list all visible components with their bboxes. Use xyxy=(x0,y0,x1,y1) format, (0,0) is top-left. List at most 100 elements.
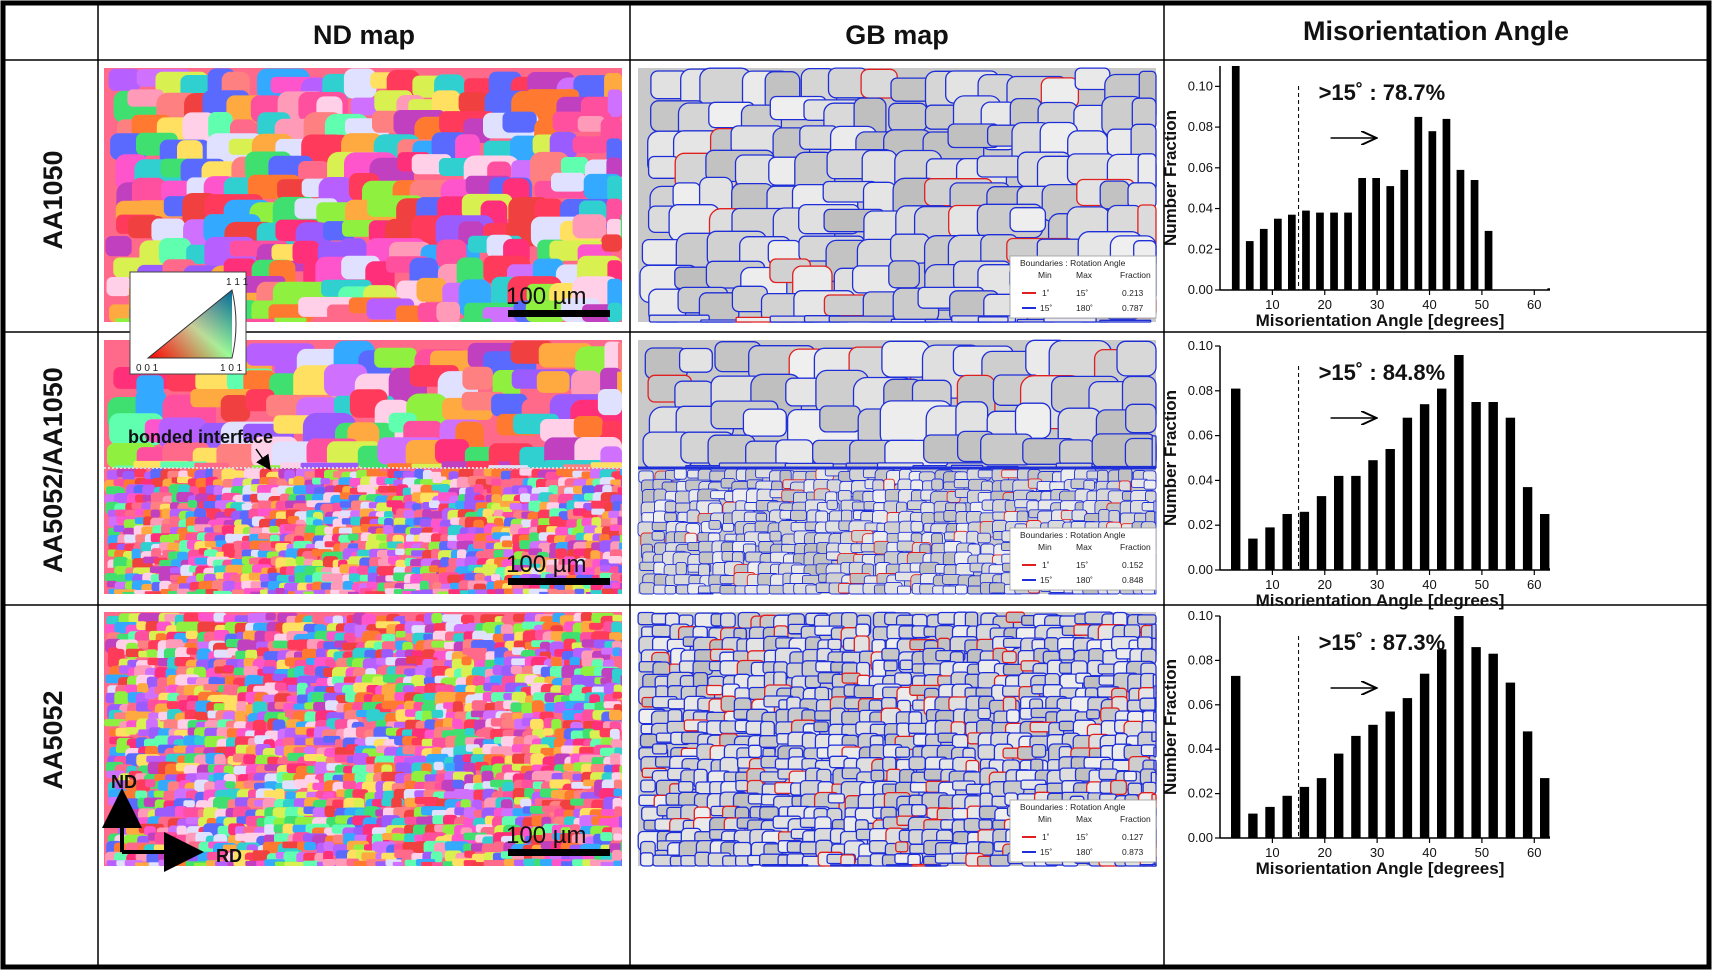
bar xyxy=(1488,402,1498,570)
row-label-aa5052-aa1050: AA5052/AA1050 xyxy=(38,367,68,573)
svg-text:Min: Min xyxy=(1038,270,1052,280)
svg-text:180˚: 180˚ xyxy=(1076,303,1093,313)
x-tick-label: 60 xyxy=(1527,577,1541,592)
y-tick-label: 0.06 xyxy=(1188,428,1213,443)
bar xyxy=(1454,355,1464,570)
scale-bar-row2: 100 µm xyxy=(506,551,610,585)
bar xyxy=(1454,616,1464,838)
x-tick-label: 30 xyxy=(1370,297,1384,312)
bar xyxy=(1316,212,1324,290)
bar xyxy=(1471,647,1481,838)
svg-text:0.873: 0.873 xyxy=(1122,847,1144,857)
gb-legend-row2: Boundaries : Rotation Angle Min Max Frac… xyxy=(1009,527,1157,591)
nd-map-aa5052 xyxy=(104,612,622,866)
x-tick-label: 30 xyxy=(1370,845,1384,860)
bar xyxy=(1470,180,1479,290)
bar xyxy=(1522,731,1533,838)
svg-text:0.152: 0.152 xyxy=(1122,560,1144,570)
svg-text:Boundaries : Rotation Angle: Boundaries : Rotation Angle xyxy=(1020,258,1126,268)
svg-text:Max: Max xyxy=(1076,270,1093,280)
svg-text:15˚: 15˚ xyxy=(1040,847,1052,857)
bar xyxy=(1505,417,1516,570)
bar xyxy=(1302,210,1310,290)
y-tick-label: 0.10 xyxy=(1188,78,1213,93)
y-tick-label: 0.10 xyxy=(1188,338,1213,353)
y-tick-label: 0.02 xyxy=(1188,786,1213,801)
bar xyxy=(1231,66,1240,290)
svg-text:0.127: 0.127 xyxy=(1122,832,1144,842)
bar xyxy=(1456,169,1465,290)
svg-text:Boundaries : Rotation Angle: Boundaries : Rotation Angle xyxy=(1020,530,1126,540)
svg-text:bonded interface: bonded interface xyxy=(128,427,273,447)
x-tick-label: 20 xyxy=(1318,577,1332,592)
bar xyxy=(1351,735,1361,838)
x-tick-label: 40 xyxy=(1422,577,1436,592)
fraction-annotation: >15˚ : 87.3% xyxy=(1319,630,1446,655)
misorientation-chart-aa5052-aa1050: 0.00 0.02 0.04 0.06 0.08 0.10 10 20 30 40 50 60 >15˚… xyxy=(1161,338,1550,610)
bar xyxy=(1419,673,1430,838)
x-tick-label: 20 xyxy=(1318,297,1332,312)
ipf-color-key: 1 1 1 0 0 1 1 0 1 xyxy=(129,271,249,375)
svg-text:15˚: 15˚ xyxy=(1040,575,1052,585)
svg-text:Max: Max xyxy=(1076,542,1093,552)
y-axis-label: Number Fraction xyxy=(1161,110,1180,246)
bar xyxy=(1259,228,1268,290)
x-tick-label: 60 xyxy=(1527,845,1541,860)
svg-text:100 µm: 100 µm xyxy=(506,551,587,578)
bar xyxy=(1437,388,1447,570)
bar xyxy=(1344,212,1352,290)
x-axis-label: Misorientation Angle [degrees] xyxy=(1256,591,1505,610)
row-label-aa5052: AA5052 xyxy=(38,690,68,789)
svg-text:Fraction: Fraction xyxy=(1120,270,1151,280)
bar xyxy=(1248,813,1258,838)
svg-text:15˚: 15˚ xyxy=(1076,832,1088,842)
bar xyxy=(1522,487,1533,570)
bar xyxy=(1282,514,1292,570)
bar xyxy=(1400,169,1409,290)
axis-rd-label: RD xyxy=(216,846,242,866)
bar xyxy=(1265,527,1275,570)
scale-bar-row3: 100 µm xyxy=(506,822,610,856)
y-tick-label: 0.06 xyxy=(1188,697,1213,712)
bar xyxy=(1316,496,1327,570)
bar xyxy=(1288,214,1296,290)
y-axis-label: Number Fraction xyxy=(1161,390,1180,526)
ipf-label-101: 1 0 1 xyxy=(220,363,243,374)
bar xyxy=(1414,116,1423,291)
svg-text:0.848: 0.848 xyxy=(1122,575,1144,585)
ipf-label-001: 0 0 1 xyxy=(136,363,159,374)
x-tick-label: 50 xyxy=(1475,845,1489,860)
x-tick-label: 60 xyxy=(1527,297,1541,312)
bar xyxy=(1368,460,1378,570)
y-tick-label: 0.00 xyxy=(1188,562,1213,577)
nd-rd-axes: ND RD xyxy=(102,772,242,872)
x-tick-label: 40 xyxy=(1422,845,1436,860)
svg-text:Boundaries : Rotation Angle: Boundaries : Rotation Angle xyxy=(1020,802,1126,812)
bar xyxy=(1282,795,1292,838)
y-tick-label: 0.04 xyxy=(1188,472,1213,487)
bar xyxy=(1334,753,1344,838)
fraction-annotation: >15˚ : 84.8% xyxy=(1319,360,1446,385)
x-tick-label: 50 xyxy=(1475,577,1489,592)
bar xyxy=(1386,186,1395,290)
bar xyxy=(1437,649,1447,838)
bar xyxy=(1334,475,1344,570)
bar xyxy=(1540,778,1550,838)
bar xyxy=(1330,212,1338,290)
bar xyxy=(1442,118,1451,291)
x-tick-label: 20 xyxy=(1318,845,1332,860)
svg-text:15˚: 15˚ xyxy=(1076,288,1088,298)
y-tick-label: 0.08 xyxy=(1188,652,1213,667)
bar xyxy=(1402,698,1413,838)
svg-text:15˚: 15˚ xyxy=(1076,560,1088,570)
nd-map-aa5052-aa1050 xyxy=(104,340,622,594)
bar xyxy=(1471,402,1481,570)
svg-text:0.787: 0.787 xyxy=(1122,303,1144,313)
y-tick-label: 0.10 xyxy=(1188,608,1213,623)
svg-text:Fraction: Fraction xyxy=(1120,814,1151,824)
svg-text:Min: Min xyxy=(1038,814,1052,824)
svg-text:100 µm: 100 µm xyxy=(506,822,587,849)
bonded-interface-annotation: bonded interface xyxy=(128,427,273,471)
